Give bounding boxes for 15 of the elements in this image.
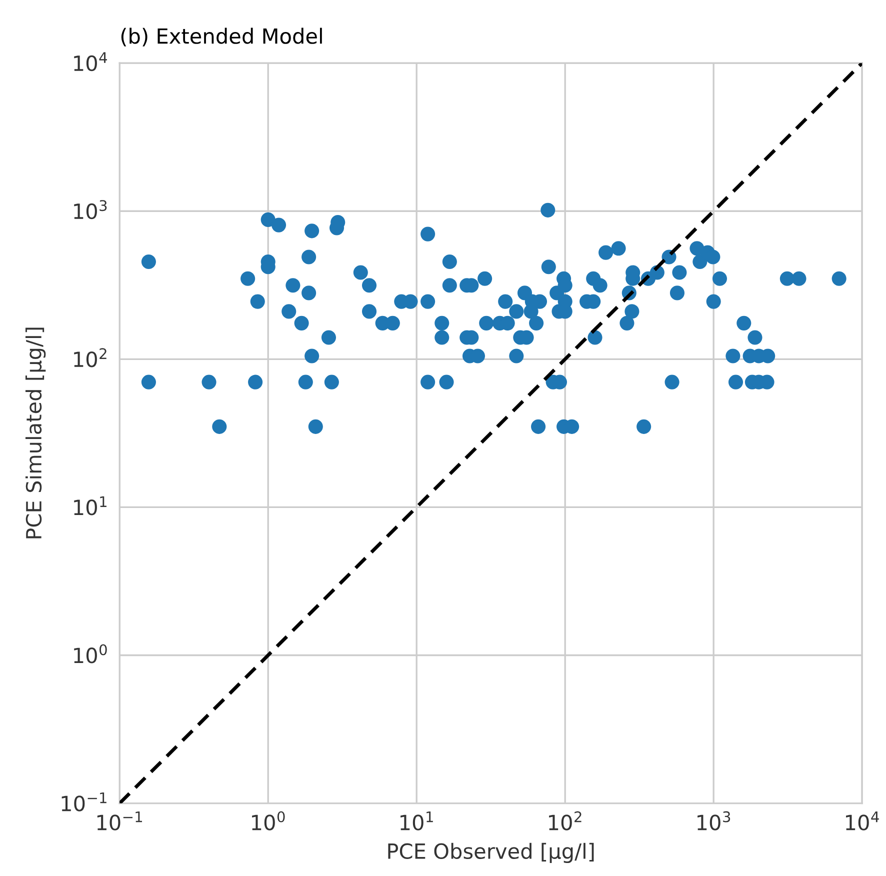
x-axis-title: PCE Observed [μg/l] xyxy=(388,842,594,864)
y-axis-title: PCE Simulated [μg/l] xyxy=(25,328,46,538)
chart-title: (b) Extended Model xyxy=(121,28,322,46)
x-tick-label: 10$^{4}$ xyxy=(846,811,879,830)
y-tick-label: 10$^{4}$ xyxy=(74,52,107,72)
y-tick-label: 10$^{0}$ xyxy=(74,644,107,664)
x-tick-label: 10$^{3}$ xyxy=(698,811,730,830)
x-tick-label: 10$^{0}$ xyxy=(252,811,285,830)
x-tick-label: 10$^{2}$ xyxy=(549,811,582,830)
y-tick-label: 10$^{1}$ xyxy=(74,496,106,516)
x-tick-label: 10$^{−1}$ xyxy=(97,811,142,830)
y-tick-label: 10$^{2}$ xyxy=(74,348,106,368)
y-tick-label: 10$^{−1}$ xyxy=(62,792,106,812)
y-tick-label: 10$^{3}$ xyxy=(74,200,107,220)
x-tick-label: 10$^{1}$ xyxy=(400,811,433,830)
